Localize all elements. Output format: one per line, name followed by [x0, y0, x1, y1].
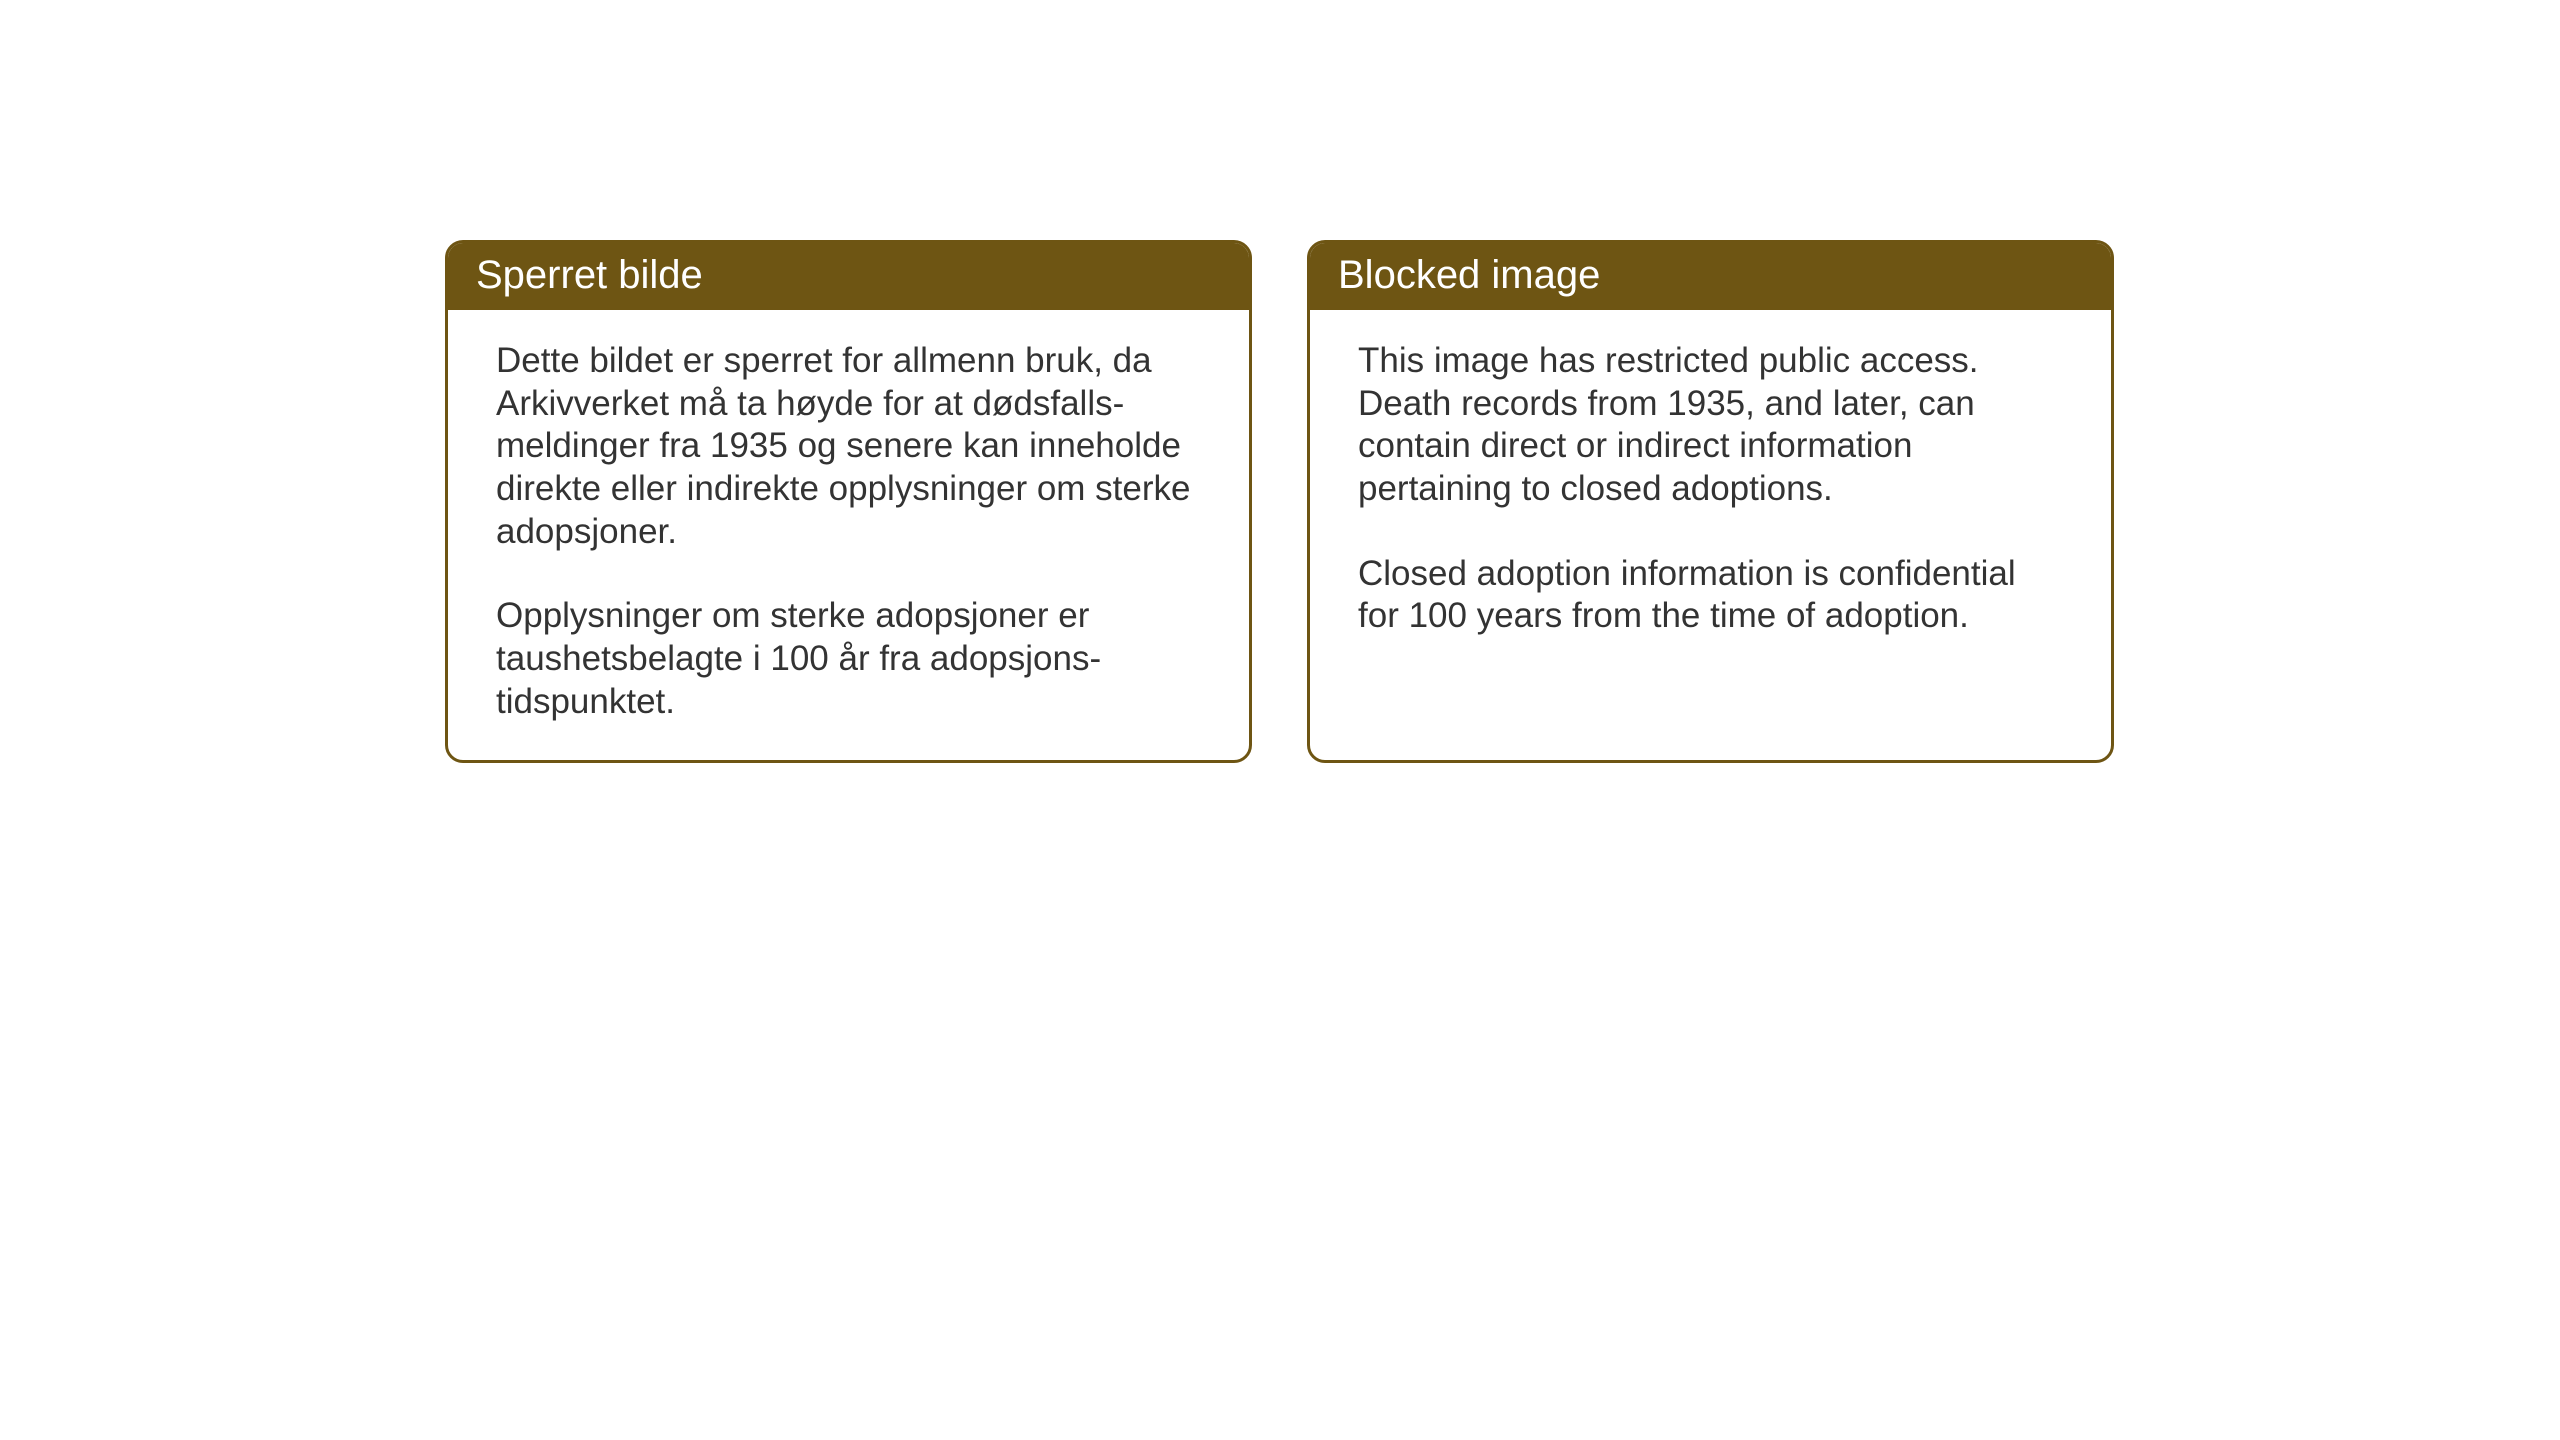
notice-container: Sperret bilde Dette bildet er sperret fo…: [445, 240, 2114, 763]
notice-paragraph-1-english: This image has restricted public access.…: [1358, 340, 2063, 511]
notice-paragraph-1-norwegian: Dette bildet er sperret for allmenn bruk…: [496, 340, 1201, 553]
notice-body-english: This image has restricted public access.…: [1310, 310, 2111, 744]
notice-header-norwegian: Sperret bilde: [448, 243, 1249, 310]
notice-box-norwegian: Sperret bilde Dette bildet er sperret fo…: [445, 240, 1252, 763]
notice-title-norwegian: Sperret bilde: [476, 253, 703, 297]
notice-paragraph-2-norwegian: Opplysninger om sterke adopsjoner er tau…: [496, 595, 1201, 723]
notice-title-english: Blocked image: [1338, 253, 1600, 297]
notice-paragraph-2-english: Closed adoption information is confident…: [1358, 553, 2063, 638]
notice-header-english: Blocked image: [1310, 243, 2111, 310]
notice-box-english: Blocked image This image has restricted …: [1307, 240, 2114, 763]
notice-body-norwegian: Dette bildet er sperret for allmenn bruk…: [448, 310, 1249, 760]
